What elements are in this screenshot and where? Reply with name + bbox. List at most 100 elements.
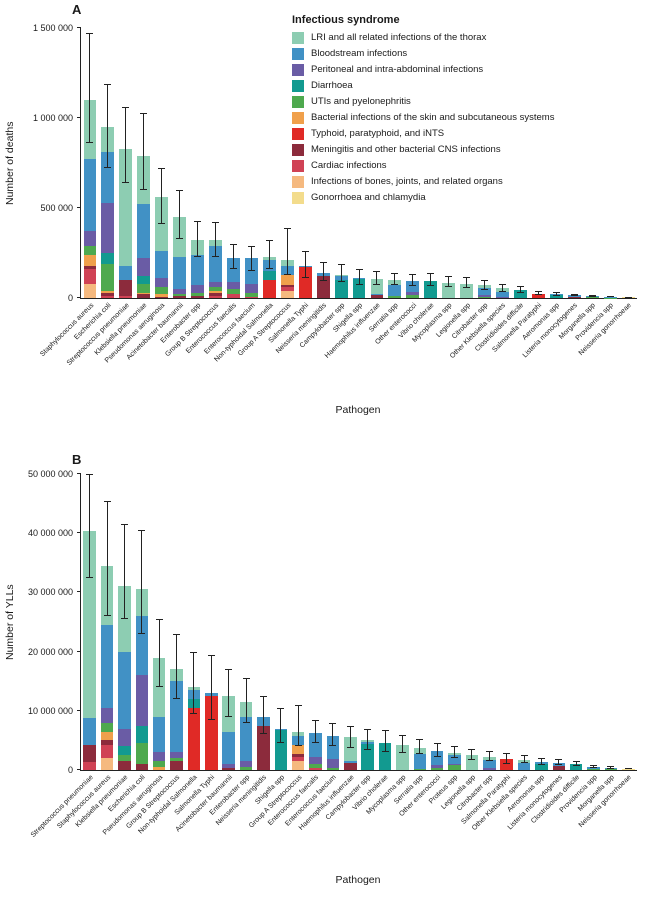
error-bar bbox=[247, 245, 255, 271]
legend-item: UTIs and pyelonephritis bbox=[292, 96, 554, 108]
bar-group: Clostridioides difficile bbox=[530, 474, 585, 825]
bar-segment bbox=[239, 767, 253, 770]
bar-segment bbox=[155, 294, 169, 298]
y-tick-label: 40 000 000 bbox=[27, 528, 73, 539]
y-tick-mark bbox=[77, 117, 81, 118]
y-tick-mark bbox=[77, 532, 81, 534]
bar-segment bbox=[239, 761, 253, 768]
bar-segment bbox=[291, 756, 305, 762]
error-bar bbox=[445, 275, 453, 288]
legend-item: Cardiac infections bbox=[292, 160, 554, 172]
bar-segment bbox=[448, 763, 461, 766]
legend-swatch-icon bbox=[292, 160, 304, 172]
bar-segment bbox=[100, 758, 114, 770]
legend-swatch-icon bbox=[292, 48, 304, 60]
bar-group: Neisseria gonorrhoeae bbox=[578, 28, 637, 357]
error-bar bbox=[294, 704, 302, 747]
bar-group: Klebsiella pneumoniae bbox=[75, 474, 133, 829]
bar-segment bbox=[209, 290, 222, 293]
bar-segment bbox=[388, 285, 402, 297]
bar-segment bbox=[83, 159, 97, 232]
bar-segment bbox=[430, 751, 444, 766]
error-bar bbox=[607, 765, 615, 769]
y-tick-mark bbox=[77, 650, 81, 652]
stacked-bar bbox=[430, 751, 444, 770]
bar-segment bbox=[205, 696, 218, 770]
bar-group: Non-typhoidal Salmonella bbox=[138, 474, 202, 835]
error-bar bbox=[391, 272, 399, 286]
legend-item: Bloodstream infections bbox=[292, 48, 554, 60]
error-bar bbox=[312, 719, 320, 744]
bar-segment bbox=[244, 297, 258, 299]
bar-group: Salmonella Typhi bbox=[174, 474, 220, 817]
bar-segment bbox=[135, 675, 149, 726]
legend-item-label: Bacterial infections of the skin and sub… bbox=[311, 111, 555, 123]
error-bar bbox=[103, 500, 111, 617]
error-bar bbox=[104, 83, 112, 169]
legend-item-label: Typhoid, paratyphoid, and iNTS bbox=[311, 127, 445, 139]
bar-group: Group B Streptococcus bbox=[164, 28, 225, 358]
bar-segment bbox=[173, 289, 187, 295]
bar-segment bbox=[100, 740, 114, 746]
bar-group: Aeromonas spp bbox=[507, 474, 550, 814]
error-bar bbox=[624, 767, 632, 770]
bar-segment bbox=[496, 297, 509, 298]
bar-group: Citrobacter spp bbox=[456, 474, 498, 813]
bar-group: Streptococcus pneumoniae bbox=[30, 474, 98, 839]
error-bar bbox=[468, 749, 476, 760]
bar-segment bbox=[222, 768, 235, 770]
bar-segment bbox=[448, 754, 461, 764]
error-bar bbox=[283, 227, 291, 275]
bar-segment bbox=[326, 735, 340, 760]
error-bar bbox=[463, 277, 471, 289]
legend-item: Meningitis and other bacterial CNS infec… bbox=[292, 144, 554, 156]
error-bar bbox=[190, 651, 198, 714]
bar-segment bbox=[244, 292, 258, 298]
bar-segment bbox=[187, 707, 201, 770]
bar-segment bbox=[170, 758, 183, 762]
y-tick-label: 0 bbox=[67, 293, 73, 303]
bar-segment bbox=[227, 281, 240, 289]
bar-group: Mycoplasma spp bbox=[412, 28, 458, 344]
legend-swatch-icon bbox=[292, 32, 304, 44]
bar-segment bbox=[83, 231, 97, 246]
error-bar bbox=[229, 244, 237, 270]
bar-segment bbox=[83, 762, 96, 771]
bar-segment bbox=[119, 280, 133, 297]
bar-segment bbox=[413, 754, 427, 769]
legend-swatch-icon bbox=[292, 112, 304, 124]
bar-segment bbox=[262, 280, 276, 298]
error-bar bbox=[572, 761, 580, 766]
bar-segment bbox=[309, 764, 322, 768]
bar-group: Campylobacter spp bbox=[325, 474, 376, 822]
stacked-bar bbox=[396, 745, 409, 770]
bar-segment bbox=[424, 280, 438, 298]
bar-segment bbox=[83, 254, 97, 266]
legend-item-label: Infections of bones, joints, and related… bbox=[311, 175, 503, 187]
bar-segment bbox=[100, 745, 114, 759]
bar-segment bbox=[137, 204, 151, 259]
bar-group: Enterococcus faecalis bbox=[267, 474, 324, 827]
bar-group: Haemophilus influenzae bbox=[297, 474, 359, 832]
error-bar bbox=[433, 743, 441, 757]
bar-segment bbox=[370, 279, 384, 294]
y-tick-mark bbox=[77, 591, 81, 593]
error-bar bbox=[570, 293, 578, 297]
bar-segment bbox=[257, 725, 270, 770]
bar-segment bbox=[298, 267, 312, 298]
error-bar bbox=[140, 112, 148, 190]
stacked-bar bbox=[83, 531, 96, 771]
error-bar bbox=[319, 262, 327, 281]
bar-segment bbox=[222, 764, 235, 769]
error-bar bbox=[120, 524, 128, 620]
bar-segment bbox=[119, 296, 133, 299]
error-bar bbox=[173, 633, 181, 699]
bar-group: Enterobacter spp bbox=[208, 474, 254, 817]
bar-segment bbox=[396, 745, 409, 770]
bar-group: Mycoplasma spp bbox=[365, 474, 411, 816]
error-bar bbox=[301, 251, 309, 279]
stacked-bar bbox=[344, 737, 357, 770]
bar-segment bbox=[83, 269, 97, 284]
bar-segment bbox=[344, 761, 357, 763]
error-bar bbox=[534, 290, 542, 296]
